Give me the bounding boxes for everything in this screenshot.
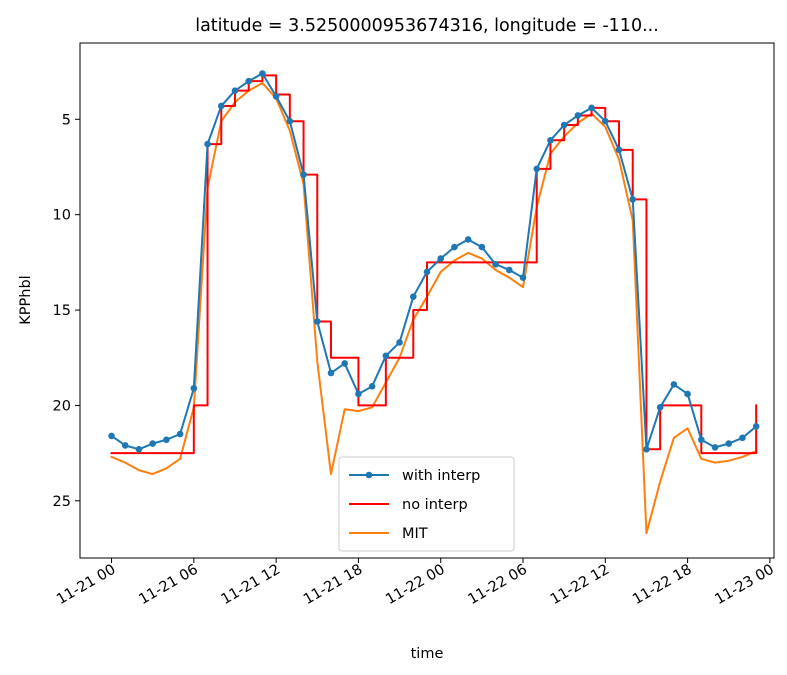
- y-axis-label: KPPhbl: [18, 275, 34, 324]
- y-tick-label: 25: [53, 494, 71, 510]
- data-point: [533, 165, 541, 173]
- data-point: [163, 436, 170, 444]
- data-point: [656, 404, 664, 411]
- chart-title: latitude = 3.5250000953674316, longitude…: [195, 16, 659, 36]
- data-point: [108, 432, 115, 440]
- data-point: [629, 196, 637, 203]
- y-tick-label: 15: [53, 303, 71, 319]
- data-point: [451, 243, 458, 251]
- y-tick-label: 20: [53, 398, 71, 414]
- data-point: [602, 117, 609, 125]
- series-line-MIT: [110, 82, 758, 535]
- data-point: [245, 77, 252, 85]
- x-axis-label: time: [411, 646, 444, 662]
- x-tick-label: 11-21 06: [136, 562, 200, 608]
- y-tick-label: 5: [62, 112, 71, 128]
- data-point: [423, 268, 431, 276]
- data-point: [272, 93, 280, 100]
- series-line-with-interp: [110, 72, 758, 451]
- legend-marker: [365, 471, 373, 479]
- y-tick-label: 10: [53, 208, 71, 224]
- legend: with interp no interp MIT: [338, 456, 515, 552]
- data-point: [409, 293, 417, 300]
- x-tick-label: 11-23 00: [712, 562, 776, 608]
- data-point: [204, 140, 211, 148]
- data-point: [684, 390, 691, 398]
- data-point: [752, 423, 760, 430]
- x-tick-label: 11-21 12: [219, 562, 283, 608]
- data-point: [190, 384, 198, 392]
- legend-label: with interp: [402, 468, 480, 484]
- x-tick-label: 11-22 00: [383, 562, 447, 608]
- data-point: [341, 360, 349, 367]
- x-tick-label: 11-22 06: [466, 562, 530, 608]
- data-point: [396, 339, 403, 346]
- data-point: [368, 383, 376, 390]
- data-point: [670, 381, 678, 388]
- data-point: [505, 266, 513, 274]
- data-point: [643, 445, 650, 453]
- data-point: [135, 445, 143, 453]
- data-point: [725, 440, 733, 447]
- data-point: [327, 369, 335, 377]
- legend-label: MIT: [402, 526, 428, 542]
- data-point: [711, 444, 719, 451]
- x-tick-label: 11-22 12: [548, 562, 612, 608]
- data-point: [382, 352, 390, 360]
- data-point: [560, 121, 568, 129]
- data-point: [519, 274, 527, 281]
- data-point: [176, 430, 184, 438]
- data-point: [547, 136, 554, 144]
- data-point: [217, 102, 225, 110]
- data-point: [149, 440, 156, 447]
- data-point: [355, 390, 362, 398]
- data-point: [492, 260, 499, 268]
- data-point: [121, 442, 129, 449]
- x-tick-label: 11-21 00: [54, 562, 118, 608]
- legend-label: no interp: [402, 497, 468, 513]
- x-tick-label: 11-21 18: [301, 562, 365, 608]
- data-point: [464, 236, 472, 243]
- series-line-no-interp: [110, 74, 758, 455]
- data-point: [300, 171, 307, 178]
- data-point: [437, 255, 445, 262]
- data-point: [259, 70, 266, 77]
- data-point: [615, 146, 623, 154]
- data-point: [574, 112, 582, 119]
- data-point: [698, 436, 705, 444]
- plot-frame: [79, 42, 775, 559]
- data-point: [739, 434, 746, 442]
- data-point: [588, 104, 595, 112]
- x-tick-label: 11-22 18: [630, 562, 694, 608]
- data-point: [478, 243, 486, 251]
- data-point: [286, 117, 294, 125]
- data-point: [313, 318, 321, 325]
- data-point: [231, 87, 239, 94]
